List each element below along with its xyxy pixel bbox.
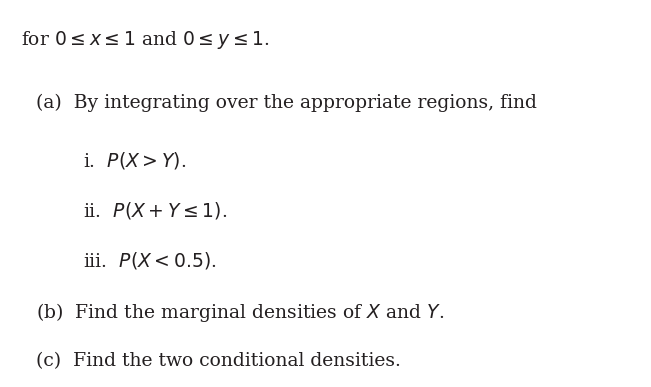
Text: for $0 \leq x \leq 1$ and $0 \leq y \leq 1$.: for $0 \leq x \leq 1$ and $0 \leq y \leq… (21, 29, 270, 51)
Text: iii.  $P(X < 0.5)$.: iii. $P(X < 0.5)$. (83, 250, 216, 271)
Text: ii.  $P(X + Y \leq 1)$.: ii. $P(X + Y \leq 1)$. (83, 200, 227, 221)
Text: (a)  By integrating over the appropriate regions, find: (a) By integrating over the appropriate … (36, 94, 536, 112)
Text: (b)  Find the marginal densities of $X$ and $Y$.: (b) Find the marginal densities of $X$ a… (36, 301, 444, 324)
Text: i.  $P(X > Y)$.: i. $P(X > Y)$. (83, 150, 186, 171)
Text: (c)  Find the two conditional densities.: (c) Find the two conditional densities. (36, 352, 400, 370)
